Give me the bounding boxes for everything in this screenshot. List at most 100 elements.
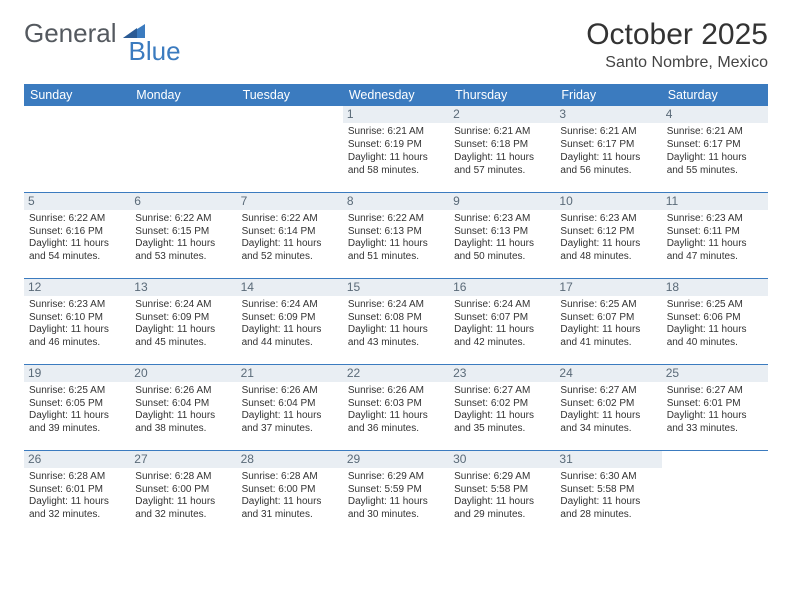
sunset-value: 6:04 PM <box>172 398 209 409</box>
sunrise-label: Sunrise: <box>560 385 597 396</box>
sunrise-label: Sunrise: <box>667 299 704 310</box>
calendar-cell: 9Sunrise: 6:23 AMSunset: 6:13 PMDaylight… <box>449 192 555 278</box>
weekday-header: Saturday <box>662 84 768 106</box>
sunrise-value: 6:22 AM <box>68 213 105 224</box>
page-subtitle: Santo Nombre, Mexico <box>586 54 768 72</box>
daylight-label: Daylight: <box>667 410 706 421</box>
calendar-cell: 25Sunrise: 6:27 AMSunset: 6:01 PMDayligh… <box>662 364 768 450</box>
sunrise-label: Sunrise: <box>135 213 172 224</box>
daylight-label: Daylight: <box>348 496 387 507</box>
sunset-value: 6:15 PM <box>172 226 209 237</box>
weekday-header: Thursday <box>449 84 555 106</box>
day-number: 27 <box>130 451 236 468</box>
day-number: 10 <box>555 193 661 210</box>
calendar-cell: 13Sunrise: 6:24 AMSunset: 6:09 PMDayligh… <box>130 278 236 364</box>
calendar-cell <box>237 106 343 192</box>
calendar-cell: 1Sunrise: 6:21 AMSunset: 6:19 PMDaylight… <box>343 106 449 192</box>
sunrise-value: 6:24 AM <box>387 299 424 310</box>
sunset-label: Sunset: <box>667 226 701 237</box>
sunset-line: Sunset: 5:58 PM <box>560 484 656 497</box>
calendar-cell: 30Sunrise: 6:29 AMSunset: 5:58 PMDayligh… <box>449 450 555 536</box>
day-info: Sunrise: 6:26 AMSunset: 6:04 PMDaylight:… <box>135 385 231 436</box>
sunset-label: Sunset: <box>348 139 382 150</box>
day-info: Sunrise: 6:28 AMSunset: 6:00 PMDaylight:… <box>135 471 231 522</box>
sunset-line: Sunset: 6:00 PM <box>135 484 231 497</box>
calendar-head: SundayMondayTuesdayWednesdayThursdayFrid… <box>24 84 768 106</box>
day-info: Sunrise: 6:26 AMSunset: 6:04 PMDaylight:… <box>242 385 338 436</box>
day-info: Sunrise: 6:24 AMSunset: 6:09 PMDaylight:… <box>242 299 338 350</box>
day-number: 9 <box>449 193 555 210</box>
sunrise-label: Sunrise: <box>135 299 172 310</box>
daylight-line: Daylight: 11 hours and 39 minutes. <box>29 410 125 436</box>
calendar-cell: 3Sunrise: 6:21 AMSunset: 6:17 PMDaylight… <box>555 106 661 192</box>
daylight-line: Daylight: 11 hours and 32 minutes. <box>29 496 125 522</box>
sunrise-line: Sunrise: 6:21 AM <box>454 126 550 139</box>
day-info: Sunrise: 6:22 AMSunset: 6:15 PMDaylight:… <box>135 213 231 264</box>
sunset-value: 6:09 PM <box>172 312 209 323</box>
day-number: 23 <box>449 365 555 382</box>
daylight-label: Daylight: <box>667 238 706 249</box>
calendar-week: 1Sunrise: 6:21 AMSunset: 6:19 PMDaylight… <box>24 106 768 192</box>
sunrise-label: Sunrise: <box>242 213 279 224</box>
sunrise-value: 6:29 AM <box>494 471 531 482</box>
sunrise-label: Sunrise: <box>560 299 597 310</box>
daylight-line: Daylight: 11 hours and 28 minutes. <box>560 496 656 522</box>
calendar-cell: 16Sunrise: 6:24 AMSunset: 6:07 PMDayligh… <box>449 278 555 364</box>
daylight-label: Daylight: <box>29 324 68 335</box>
calendar-cell: 29Sunrise: 6:29 AMSunset: 5:59 PMDayligh… <box>343 450 449 536</box>
calendar-week: 5Sunrise: 6:22 AMSunset: 6:16 PMDaylight… <box>24 192 768 278</box>
day-info: Sunrise: 6:23 AMSunset: 6:12 PMDaylight:… <box>560 213 656 264</box>
sunrise-value: 6:27 AM <box>600 385 637 396</box>
daylight-label: Daylight: <box>242 410 281 421</box>
sunset-line: Sunset: 5:58 PM <box>454 484 550 497</box>
sunrise-value: 6:24 AM <box>494 299 531 310</box>
daylight-label: Daylight: <box>560 152 599 163</box>
sunrise-line: Sunrise: 6:25 AM <box>560 299 656 312</box>
calendar-week: 26Sunrise: 6:28 AMSunset: 6:01 PMDayligh… <box>24 450 768 536</box>
sunrise-line: Sunrise: 6:29 AM <box>454 471 550 484</box>
sunrise-value: 6:23 AM <box>600 213 637 224</box>
sunset-value: 6:13 PM <box>491 226 528 237</box>
sunrise-line: Sunrise: 6:24 AM <box>348 299 444 312</box>
day-info: Sunrise: 6:27 AMSunset: 6:01 PMDaylight:… <box>667 385 763 436</box>
sunrise-line: Sunrise: 6:24 AM <box>454 299 550 312</box>
sunset-value: 6:08 PM <box>385 312 422 323</box>
daylight-line: Daylight: 11 hours and 30 minutes. <box>348 496 444 522</box>
sunset-label: Sunset: <box>348 398 382 409</box>
calendar-cell: 4Sunrise: 6:21 AMSunset: 6:17 PMDaylight… <box>662 106 768 192</box>
sunset-value: 6:09 PM <box>278 312 315 323</box>
calendar-cell: 17Sunrise: 6:25 AMSunset: 6:07 PMDayligh… <box>555 278 661 364</box>
day-number: 21 <box>237 365 343 382</box>
sunset-line: Sunset: 6:17 PM <box>560 139 656 152</box>
day-number: 14 <box>237 279 343 296</box>
sunrise-line: Sunrise: 6:22 AM <box>348 213 444 226</box>
calendar-cell: 26Sunrise: 6:28 AMSunset: 6:01 PMDayligh… <box>24 450 130 536</box>
sunset-line: Sunset: 6:03 PM <box>348 398 444 411</box>
sunrise-line: Sunrise: 6:27 AM <box>560 385 656 398</box>
daylight-line: Daylight: 11 hours and 45 minutes. <box>135 324 231 350</box>
sunset-label: Sunset: <box>454 139 488 150</box>
daylight-label: Daylight: <box>348 152 387 163</box>
sunrise-value: 6:27 AM <box>706 385 743 396</box>
sunset-line: Sunset: 5:59 PM <box>348 484 444 497</box>
day-number: 24 <box>555 365 661 382</box>
sunset-value: 5:58 PM <box>597 484 634 495</box>
sunset-value: 6:02 PM <box>491 398 528 409</box>
sunrise-line: Sunrise: 6:27 AM <box>454 385 550 398</box>
calendar-cell: 31Sunrise: 6:30 AMSunset: 5:58 PMDayligh… <box>555 450 661 536</box>
sunset-label: Sunset: <box>560 398 594 409</box>
sunrise-value: 6:26 AM <box>281 385 318 396</box>
daylight-label: Daylight: <box>454 410 493 421</box>
sunset-line: Sunset: 6:16 PM <box>29 226 125 239</box>
sunset-label: Sunset: <box>348 226 382 237</box>
daylight-line: Daylight: 11 hours and 34 minutes. <box>560 410 656 436</box>
sunset-line: Sunset: 6:09 PM <box>135 312 231 325</box>
sunset-value: 6:00 PM <box>278 484 315 495</box>
daylight-line: Daylight: 11 hours and 55 minutes. <box>667 152 763 178</box>
day-number: 6 <box>130 193 236 210</box>
sunrise-label: Sunrise: <box>29 385 66 396</box>
sunrise-value: 6:24 AM <box>281 299 318 310</box>
logo-word-2: Blue <box>129 36 181 67</box>
sunset-line: Sunset: 6:11 PM <box>667 226 763 239</box>
sunset-line: Sunset: 6:18 PM <box>454 139 550 152</box>
